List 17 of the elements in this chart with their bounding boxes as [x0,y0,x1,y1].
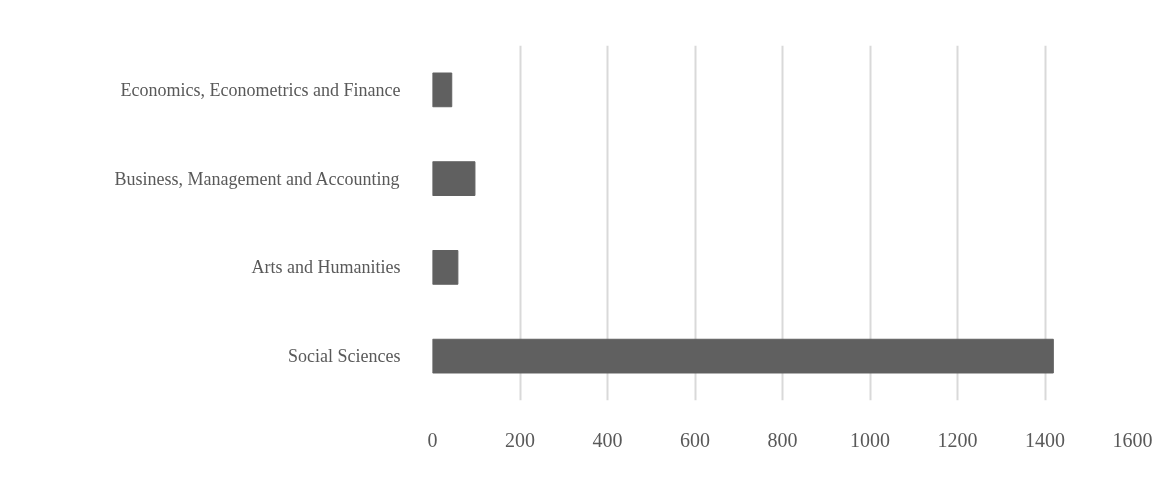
y-tick-label: Economics, Econometrics and Finance [120,79,401,100]
x-tick-label: 1600 [1112,428,1153,451]
x-tick-label: 200 [505,428,535,451]
y-tick-label: Arts and Humanities [251,257,401,278]
x-tick-label: 600 [680,428,710,451]
y-tick-label: Business, Management and Accounting [114,168,400,189]
bar [432,72,453,108]
bar [432,250,459,285]
bar [432,338,1054,374]
x-tick-label: 800 [767,428,798,451]
x-tick-label: 1000 [850,428,890,451]
y-tick-label: Social Sciences [288,346,401,367]
x-tick-label: 400 [592,428,623,451]
x-tick-label: 1400 [1025,428,1065,451]
x-tick-label: 1200 [937,428,978,451]
bar [432,161,476,196]
x-tick-label: 0 [427,428,438,451]
